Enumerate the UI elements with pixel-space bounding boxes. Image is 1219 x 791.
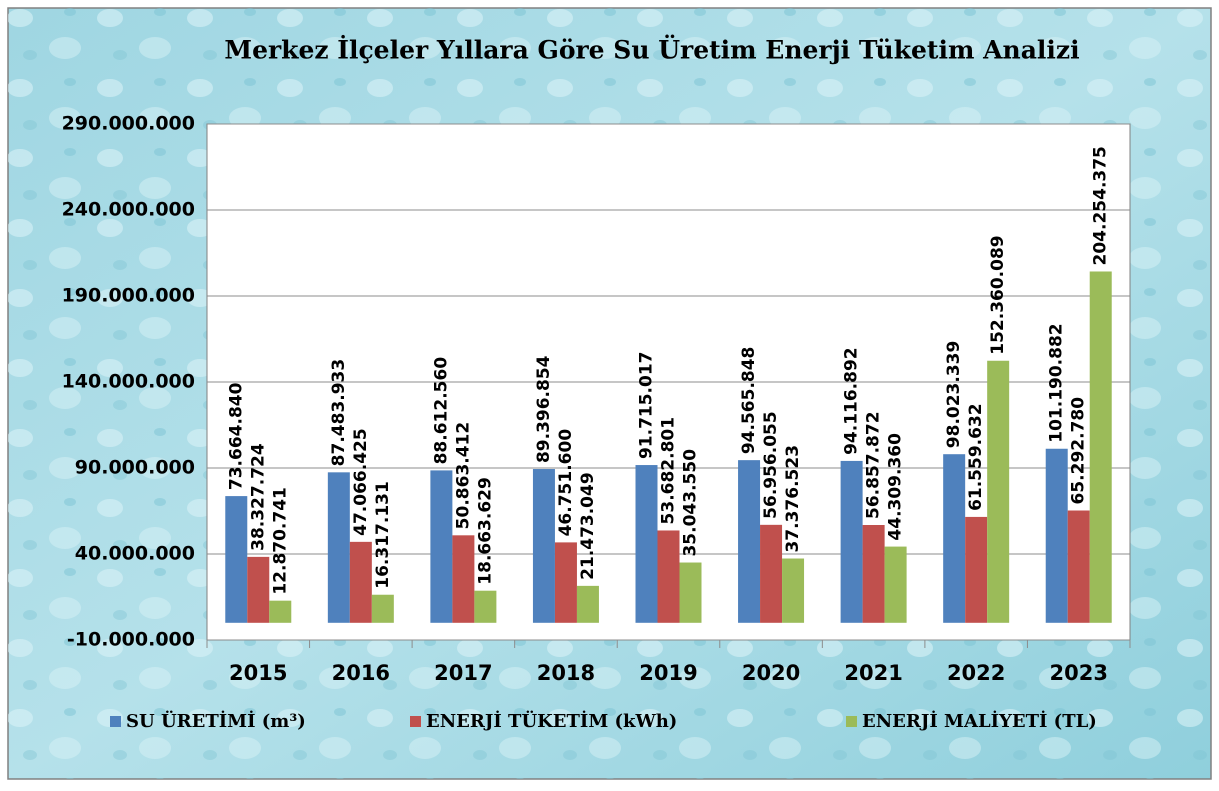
bar <box>1089 271 1112 623</box>
data-label: 56.857.872 <box>864 411 884 519</box>
bar <box>576 585 599 623</box>
bar <box>738 460 761 623</box>
data-label: 94.565.848 <box>739 347 759 455</box>
x-tick-label: 2022 <box>947 661 1005 685</box>
y-tick-label: -10.000.000 <box>67 629 195 651</box>
bar <box>452 535 475 623</box>
y-tick-label: 140.000.000 <box>62 371 195 393</box>
bar <box>943 454 966 623</box>
data-label: 204.254.375 <box>1091 146 1111 265</box>
legend-label: ENERJİ MALİYETİ (TL) <box>862 709 1097 732</box>
x-tick-label: 2018 <box>537 661 595 685</box>
bar <box>269 600 292 623</box>
legend-label: ENERJİ TÜKETİM (kWh) <box>426 709 677 732</box>
x-tick-label: 2015 <box>229 661 287 685</box>
data-label: 21.473.049 <box>578 472 598 580</box>
x-tick-label: 2020 <box>742 661 800 685</box>
bar <box>760 524 783 623</box>
data-label: 152.360.089 <box>988 235 1008 354</box>
bar <box>1045 448 1068 623</box>
bar <box>782 558 805 623</box>
bar <box>474 590 497 623</box>
chart-title: Merkez İlçeler Yıllara Göre Su Üretim En… <box>224 36 1079 65</box>
y-tick-label: 190.000.000 <box>62 285 195 307</box>
x-tick-label: 2016 <box>332 661 390 685</box>
data-label: 88.612.560 <box>431 357 451 465</box>
x-tick-label: 2021 <box>844 661 902 685</box>
bar <box>371 594 394 623</box>
data-label: 12.870.741 <box>270 487 290 595</box>
bar <box>327 472 350 623</box>
bar <box>884 546 907 623</box>
bar <box>430 470 453 623</box>
data-label: 89.396.854 <box>534 355 554 463</box>
data-label: 87.483.933 <box>329 359 349 467</box>
y-tick-label: 90.000.000 <box>75 457 195 479</box>
legend-swatch <box>846 716 857 727</box>
data-label: 73.664.840 <box>226 382 246 490</box>
data-label: 94.116.892 <box>842 347 862 455</box>
bar <box>532 469 555 623</box>
y-tick-label: 40.000.000 <box>75 543 195 565</box>
x-tick-label: 2023 <box>1049 661 1107 685</box>
data-label: 35.043.550 <box>681 449 701 557</box>
data-label: 101.190.882 <box>1047 323 1067 442</box>
data-label: 38.327.724 <box>248 443 268 551</box>
data-label: 98.023.339 <box>944 341 964 449</box>
bar <box>965 516 988 623</box>
data-label: 65.292.780 <box>1069 397 1089 505</box>
bar <box>247 556 270 623</box>
bar <box>1067 510 1090 623</box>
data-label: 56.956.055 <box>761 411 781 519</box>
x-tick-label: 2019 <box>639 661 697 685</box>
bar <box>987 360 1010 623</box>
data-label: 46.751.600 <box>556 429 576 537</box>
bar <box>657 530 680 623</box>
data-label: 44.309.360 <box>886 433 906 541</box>
bar <box>862 525 885 623</box>
data-label: 18.663.629 <box>475 477 495 585</box>
x-tick-label: 2017 <box>434 661 492 685</box>
legend-swatch <box>110 716 121 727</box>
bar <box>554 542 577 623</box>
data-label: 91.715.017 <box>637 352 657 460</box>
bar <box>225 496 248 623</box>
bar <box>635 465 658 623</box>
legend-label: SU ÜRETİMİ (m³) <box>126 709 306 732</box>
data-label: 53.682.801 <box>659 417 679 525</box>
bar <box>349 541 372 623</box>
data-label: 61.559.632 <box>966 403 986 511</box>
bar <box>840 460 863 623</box>
data-label: 16.317.131 <box>373 481 393 589</box>
bar <box>679 562 702 623</box>
data-label: 37.376.523 <box>783 445 803 553</box>
data-label: 50.863.412 <box>453 422 473 530</box>
y-tick-label: 240.000.000 <box>62 199 195 221</box>
legend-swatch <box>410 716 421 727</box>
data-label: 47.066.425 <box>351 428 371 536</box>
y-tick-label: 290.000.000 <box>62 113 195 135</box>
